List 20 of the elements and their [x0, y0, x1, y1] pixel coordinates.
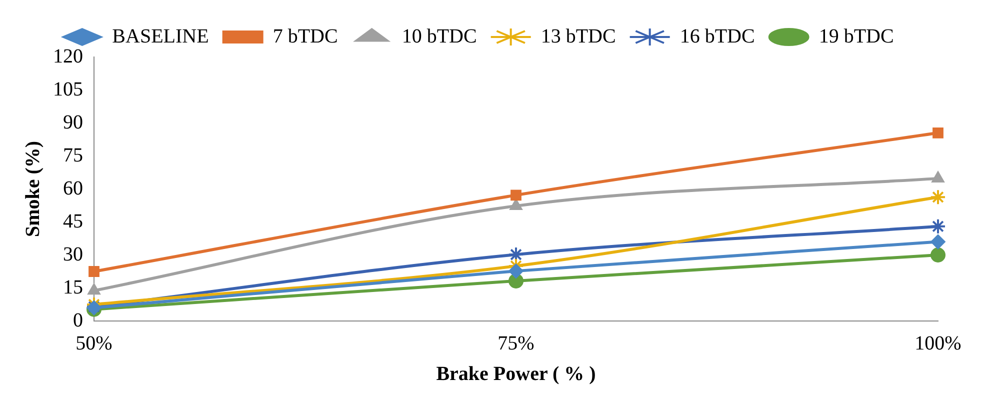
legend-label: 16 bTDC	[680, 25, 755, 48]
y-tick-label: 15	[63, 276, 83, 298]
y-tick-label: 45	[63, 210, 83, 232]
x-tick-label: 100%	[914, 332, 962, 354]
y-tick-label: 60	[63, 177, 83, 200]
y-axis-title: Smoke (%)	[22, 140, 44, 238]
x-axis-title: Brake Power ( % )	[436, 363, 596, 386]
y-tick-label: 30	[63, 243, 83, 266]
y-tick-label: 0	[73, 309, 83, 332]
y-tick-label: 75	[63, 144, 83, 166]
legend-label: 13 bTDC	[540, 25, 616, 48]
x-tick-label: 75%	[498, 332, 534, 354]
x-tick-label: 50%	[76, 332, 112, 354]
legend-label: 10 bTDC	[402, 25, 477, 48]
legend-label: BASELINE	[112, 25, 209, 48]
y-tick-label: 120	[53, 45, 83, 68]
y-tick-label: 90	[63, 111, 83, 134]
legend-label: 19 bTDC	[818, 25, 894, 48]
legend-label: 7 bTDC	[272, 25, 338, 48]
y-tick-label: 105	[53, 78, 83, 100]
